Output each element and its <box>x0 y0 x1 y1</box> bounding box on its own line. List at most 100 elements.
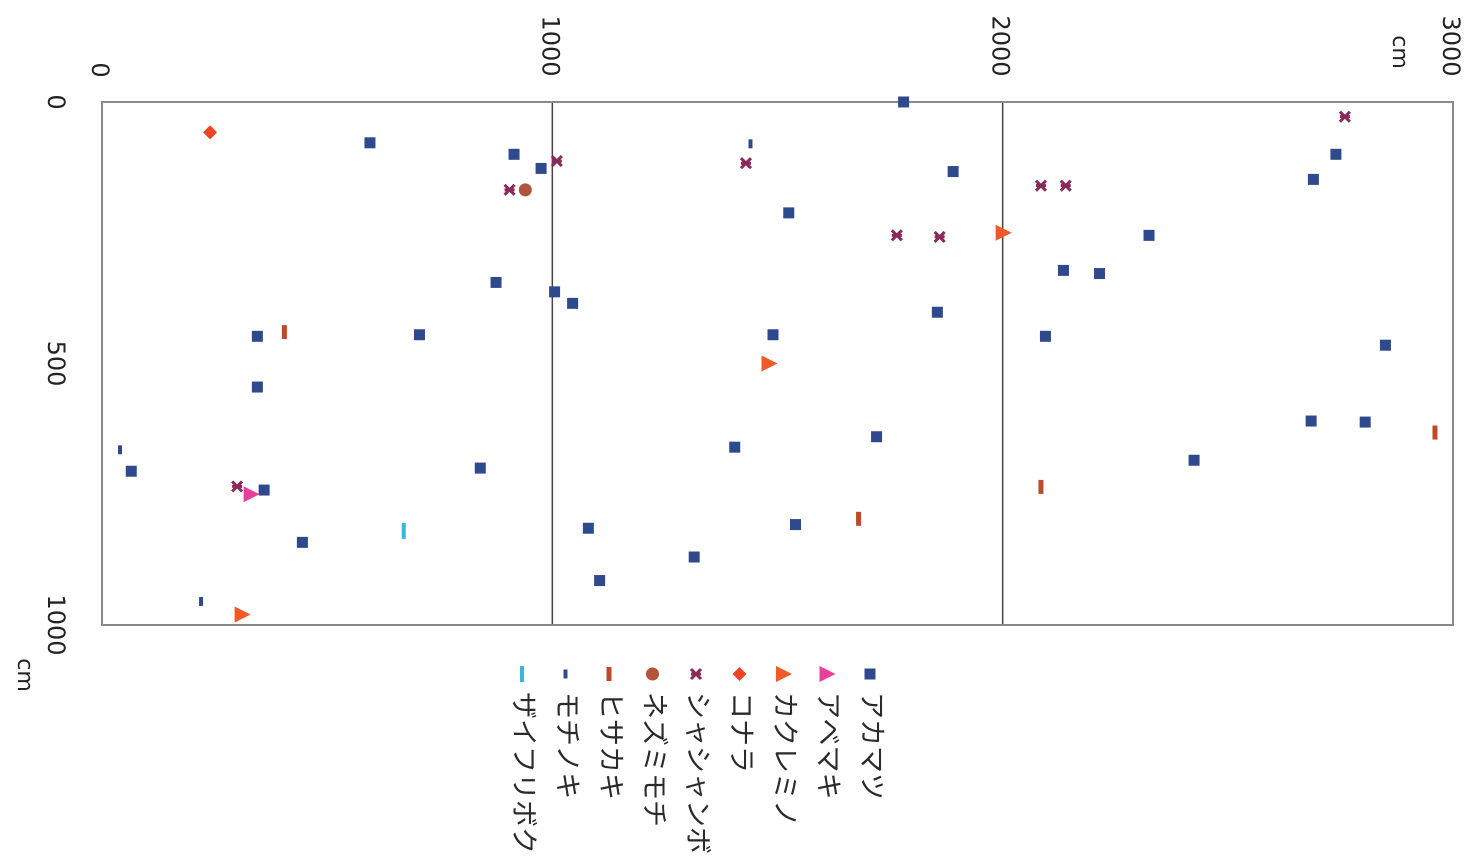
legend-item-1: アカマツ <box>856 668 887 800</box>
data-point <box>729 441 741 453</box>
data-point <box>739 157 753 170</box>
data-point <box>1059 179 1072 192</box>
data-point <box>1038 479 1044 494</box>
legend-label: ザイフリボク <box>508 692 539 854</box>
data-point <box>1305 415 1317 427</box>
series-8 <box>118 139 753 606</box>
data-point <box>933 230 946 243</box>
data-point <box>258 484 270 496</box>
data-point <box>251 381 263 393</box>
data-point <box>947 166 959 178</box>
data-point <box>594 575 606 587</box>
y-tick-label-0: 0 <box>42 94 70 109</box>
x-axis-unit-label: cm <box>1387 35 1412 69</box>
data-point <box>748 139 753 149</box>
data-point <box>688 551 700 563</box>
data-point <box>535 162 547 174</box>
data-point <box>490 276 502 288</box>
x-tick-label-2000: 2000 <box>987 15 1015 76</box>
data-point <box>931 306 943 318</box>
legend-label: アベマキ <box>812 692 843 799</box>
data-point <box>1188 454 1200 466</box>
data-point <box>508 148 520 160</box>
legend-item-4: コナラ <box>725 667 756 773</box>
data-point <box>1330 148 1342 160</box>
legend-marker <box>520 666 524 682</box>
data-point <box>518 183 532 197</box>
data-point <box>1143 229 1155 241</box>
data-point <box>783 207 795 219</box>
y-tick-label-1000: 1000 <box>42 594 70 655</box>
data-point <box>1034 179 1048 192</box>
series-5 <box>231 110 1351 493</box>
data-point <box>890 229 903 242</box>
data-point <box>550 155 563 168</box>
legend-item-9: ザイフリボク <box>508 666 539 854</box>
grid-layer <box>551 102 1004 625</box>
series-6 <box>518 183 532 197</box>
data-point <box>203 125 218 140</box>
legend: アカマツアベマキカクレミノコナラシャシャンボネズミモチヒサカキモチノキザイフリボ… <box>508 666 887 854</box>
data-point <box>1057 264 1069 276</box>
legend-item-8: モチノキ <box>551 669 582 799</box>
data-point <box>199 596 204 606</box>
data-point <box>251 330 263 342</box>
data-point <box>1359 416 1371 428</box>
data-point <box>243 486 260 503</box>
legend-label: カクレミノ <box>769 692 800 827</box>
legend-marker <box>819 666 836 682</box>
y-tick-label-500: 500 <box>42 341 70 387</box>
series-9 <box>401 522 406 539</box>
legend-label: ヒサカキ <box>595 692 626 800</box>
legend-marker <box>646 667 659 681</box>
data-point <box>296 536 308 548</box>
data-point <box>1432 425 1438 440</box>
series-2 <box>243 486 260 503</box>
legend-marker <box>776 666 792 682</box>
legend-label: コナラ <box>725 692 756 773</box>
legend-label: アカマツ <box>856 692 887 800</box>
data-point <box>898 96 910 108</box>
data-point <box>364 137 376 149</box>
data-point <box>856 511 862 526</box>
legend-marker <box>689 667 703 681</box>
series-1 <box>125 96 1391 587</box>
y-axis-unit-label: cm <box>12 658 37 692</box>
legend-marker <box>732 667 747 681</box>
plot-border <box>101 101 1454 626</box>
data-point <box>1307 173 1319 185</box>
series-3 <box>234 224 1012 623</box>
x-tick-label-3000: 3000 <box>1437 15 1465 76</box>
data-point <box>1338 110 1351 123</box>
data-point <box>125 465 137 477</box>
data-point <box>1379 339 1391 351</box>
data-points <box>118 96 1438 623</box>
legend-item-6: ネズミモチ <box>638 667 669 827</box>
data-point <box>549 286 561 298</box>
legend-item-7: ヒサカキ <box>595 667 626 800</box>
data-point <box>401 522 406 539</box>
data-point <box>1093 268 1105 280</box>
data-point <box>790 519 802 531</box>
data-point <box>1039 330 1051 342</box>
legend-item-2: アベマキ <box>812 666 843 799</box>
data-point <box>503 183 516 196</box>
series-4 <box>203 125 218 140</box>
legend-marker <box>606 667 612 681</box>
data-point <box>413 329 425 341</box>
data-point <box>474 462 486 474</box>
plot-frame <box>101 101 1454 626</box>
data-point <box>871 431 883 443</box>
data-point <box>231 480 244 493</box>
legend-marker <box>563 669 568 679</box>
legend-label: シャシャンボ <box>682 692 713 854</box>
legend-marker <box>864 668 876 680</box>
legend-label: ネズミモチ <box>638 692 669 827</box>
legend-label: モチノキ <box>551 692 582 799</box>
series-7 <box>281 325 1438 526</box>
x-tick-label-0: 0 <box>86 62 114 77</box>
legend-item-5: シャシャンボ <box>682 667 713 854</box>
legend-item-3: カクレミノ <box>769 666 800 827</box>
